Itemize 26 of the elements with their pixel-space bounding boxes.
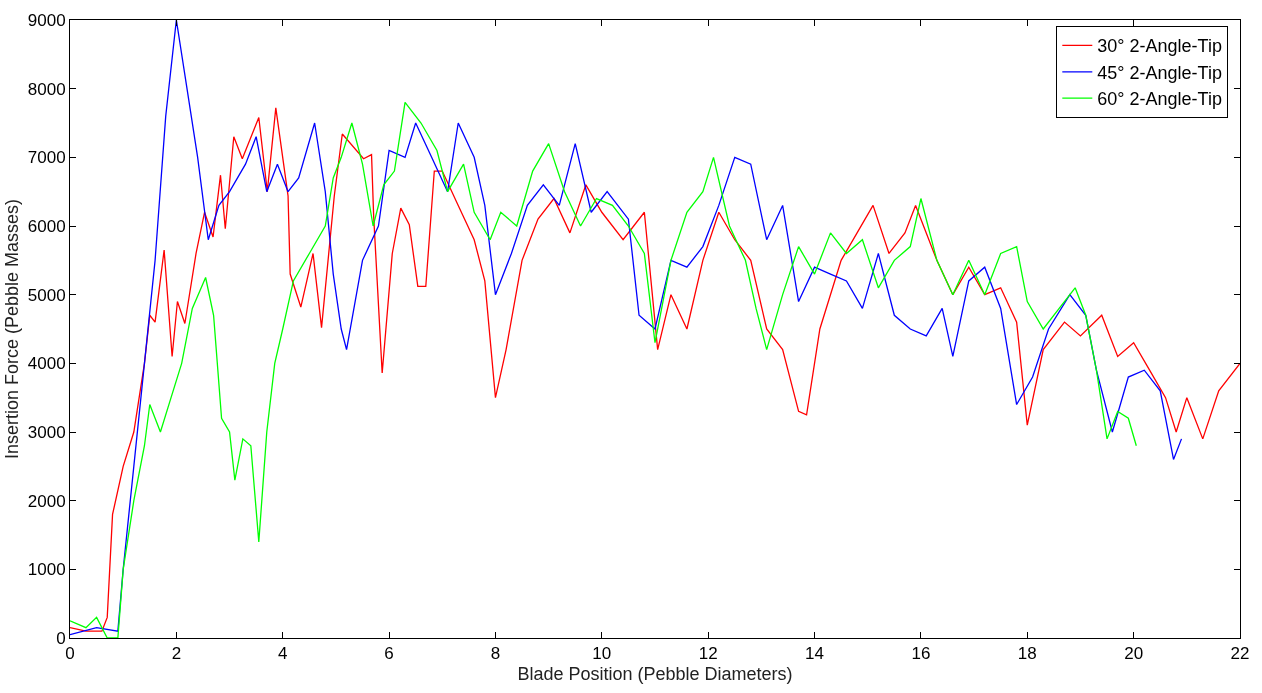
y-tick-label: 9000 xyxy=(27,10,66,30)
y-tick-label: 1000 xyxy=(27,560,66,580)
y-tick-label: 3000 xyxy=(27,422,66,442)
x-tick-label: 10 xyxy=(592,644,612,664)
x-tick-label: 8 xyxy=(490,644,501,664)
y-tick-label: 7000 xyxy=(27,148,66,168)
y-tick-label: 5000 xyxy=(27,285,66,305)
y-tick-label: 0 xyxy=(56,628,66,648)
y-tick-label: 8000 xyxy=(27,79,66,99)
x-tick-label: 14 xyxy=(805,644,825,664)
legend-label: 30° 2-Angle-Tip xyxy=(1097,36,1222,57)
x-tick-label: 2 xyxy=(171,644,182,664)
y-tick-label: 2000 xyxy=(27,491,66,511)
x-tick-label: 12 xyxy=(698,644,718,664)
y-tick-label: 6000 xyxy=(27,216,66,236)
y-axis-title: Insertion Force (Pebble Masses) xyxy=(1,198,22,460)
x-tick-label: 22 xyxy=(1230,644,1250,664)
y-tick-label: 4000 xyxy=(27,354,66,374)
x-tick-label: 20 xyxy=(1124,644,1144,664)
x-tick-label: 4 xyxy=(278,644,288,664)
legend-label: 60° 2-Angle-Tip xyxy=(1097,89,1222,110)
x-tick-label: 18 xyxy=(1017,644,1037,664)
x-axis-title: Blade Position (Pebble Diameters) xyxy=(517,663,793,684)
x-tick-label: 16 xyxy=(911,644,931,664)
legend-label: 45° 2-Angle-Tip xyxy=(1097,62,1222,83)
x-tick-label: 6 xyxy=(384,644,394,664)
